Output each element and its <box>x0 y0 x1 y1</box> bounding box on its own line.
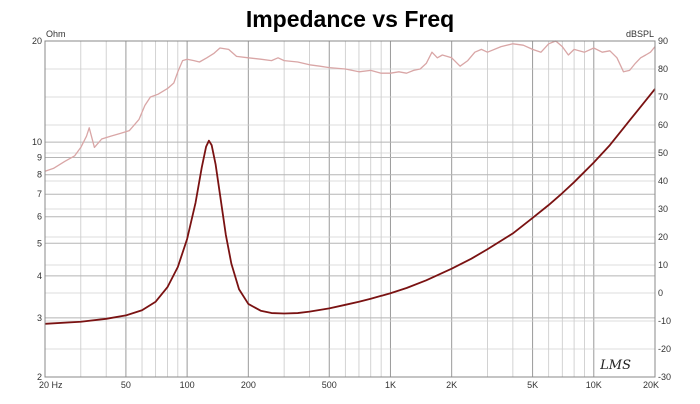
chart-title: Impedance vs Freq <box>246 6 454 32</box>
right-tick-label: 50 <box>658 148 668 158</box>
series-lines <box>44 40 656 325</box>
x-tick-label: 100 <box>180 380 195 390</box>
x-tick-label: 10K <box>586 380 602 390</box>
left-tick-label: 10 <box>32 137 42 147</box>
left-tick-label: 3 <box>37 313 42 323</box>
right-tick-label: 30 <box>658 204 668 214</box>
grid <box>44 40 656 378</box>
left-tick-label: 7 <box>37 189 42 199</box>
right-tick-label: 90 <box>658 36 668 46</box>
plot-frame <box>44 40 656 378</box>
x-tick-label: 5K <box>527 380 538 390</box>
right-tick-label: 80 <box>658 64 668 74</box>
right-tick-label: 10 <box>658 260 668 270</box>
right-tick-label: -30 <box>658 372 671 382</box>
right-tick-label: 0 <box>658 288 663 298</box>
impedance-curve <box>44 88 656 325</box>
left-tick-label: 4 <box>37 271 42 281</box>
left-tick-label: 20 <box>32 36 42 46</box>
lms-watermark: LMS <box>599 358 631 373</box>
left-tick-label: 9 <box>37 153 42 163</box>
right-tick-label: 40 <box>658 176 668 186</box>
x-tick-label: 200 <box>241 380 256 390</box>
left-tick-label: 5 <box>37 238 42 248</box>
x-tick-label: 50 <box>121 380 131 390</box>
x-tick-label: 1K <box>385 380 396 390</box>
x-tick-label: 500 <box>322 380 337 390</box>
left-axis-unit: Ohm <box>46 29 66 39</box>
left-tick-label: 6 <box>37 212 42 222</box>
spl-curve <box>44 40 656 172</box>
right-tick-label: -10 <box>658 316 671 326</box>
right-tick-label: 20 <box>658 232 668 242</box>
left-tick-label: 8 <box>37 170 42 180</box>
left-tick-label: 2 <box>37 372 42 382</box>
right-axis-unit: dBSPL <box>626 29 654 39</box>
tick-labels: 2 3 4 5 6 7 8 9 10 20 -30 -20 -10 0 10 20 30 40 50 60 70 80 90… <box>32 36 671 390</box>
x-tick-label: 20 Hz <box>39 380 63 390</box>
right-tick-label: -20 <box>658 344 671 354</box>
x-tick-label: 20K <box>643 380 659 390</box>
x-tick-label: 2K <box>446 380 457 390</box>
right-tick-label: 70 <box>658 92 668 102</box>
right-tick-label: 60 <box>658 120 668 130</box>
